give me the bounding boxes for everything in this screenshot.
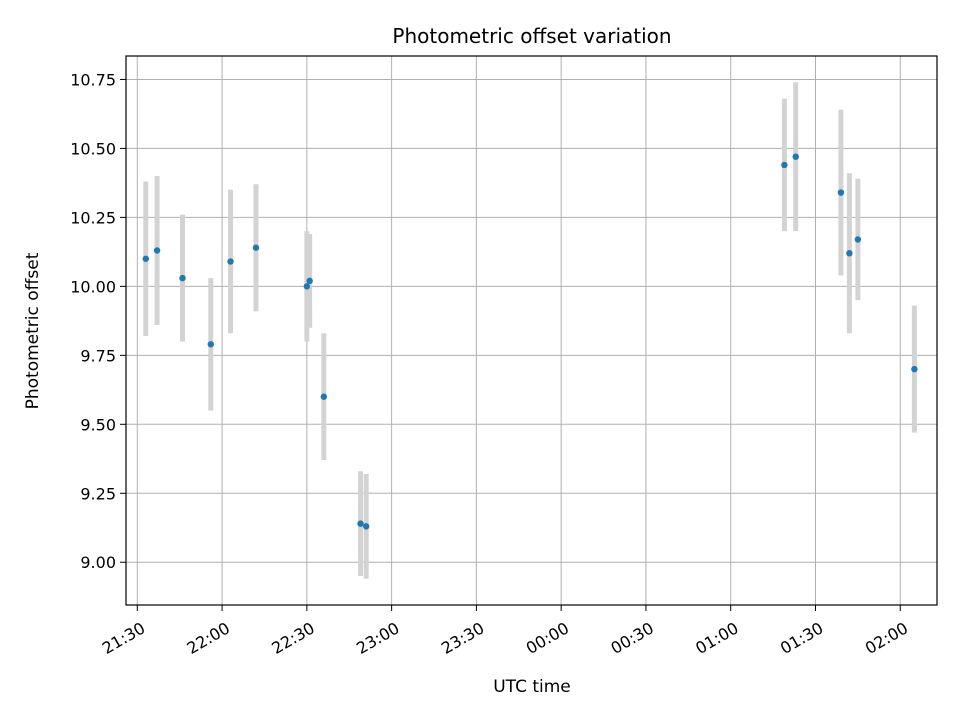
data-points bbox=[142, 153, 918, 530]
data-point bbox=[142, 255, 149, 262]
data-point bbox=[362, 523, 370, 530]
y-tick-label: 9.75 bbox=[80, 346, 116, 365]
y-axis-label: Photometric offset bbox=[23, 252, 43, 409]
data-point bbox=[854, 236, 862, 243]
y-tick-label: 9.25 bbox=[80, 484, 116, 503]
data-point bbox=[320, 393, 328, 400]
data-point bbox=[207, 341, 214, 348]
y-tick-label: 9.50 bbox=[80, 415, 116, 434]
data-point bbox=[781, 161, 788, 169]
data-point bbox=[179, 274, 186, 282]
data-point bbox=[911, 365, 918, 373]
y-tick-label: 10.00 bbox=[70, 277, 116, 296]
data-point bbox=[306, 277, 313, 285]
grid bbox=[126, 56, 937, 605]
y-tick-label: 10.50 bbox=[70, 139, 116, 158]
data-point bbox=[153, 247, 161, 254]
data-point bbox=[252, 244, 260, 251]
chart-title: Photometric offset variation bbox=[392, 24, 671, 48]
data-point bbox=[227, 258, 234, 265]
data-point bbox=[357, 520, 364, 527]
y-tick-label: 9.00 bbox=[80, 553, 116, 572]
data-point bbox=[792, 153, 799, 160]
y-tick-label: 10.75 bbox=[70, 70, 116, 89]
x-axis-label: UTC time bbox=[493, 677, 571, 697]
plot-frame bbox=[125, 55, 938, 606]
y-tick-label: 10.25 bbox=[70, 208, 116, 227]
data-point bbox=[846, 250, 853, 257]
data-point bbox=[303, 283, 311, 290]
y-axis-ticks: 9.00 9.25 9.50 9.75 10.00 10.25 10.50 10.75 bbox=[70, 70, 126, 572]
data-point bbox=[837, 189, 845, 196]
